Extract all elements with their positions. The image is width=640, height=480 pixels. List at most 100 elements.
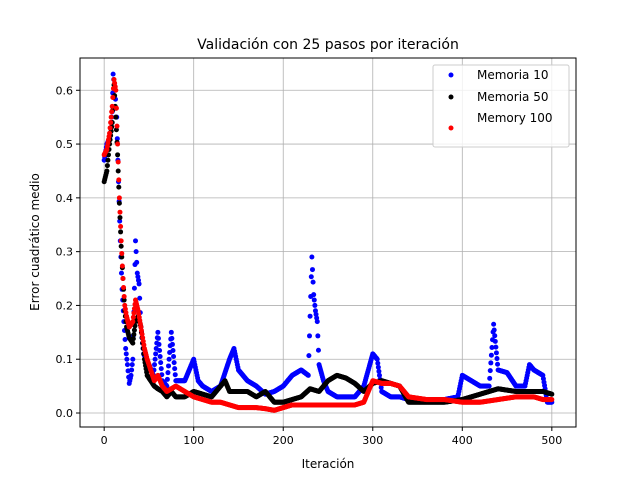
data-point bbox=[492, 333, 498, 339]
data-point bbox=[311, 297, 317, 303]
data-point bbox=[131, 327, 137, 333]
data-point bbox=[128, 372, 134, 378]
data-point bbox=[116, 200, 122, 206]
data-point bbox=[105, 157, 111, 163]
data-point bbox=[156, 341, 162, 347]
data-point bbox=[166, 363, 172, 369]
data-point bbox=[309, 267, 315, 273]
data-point bbox=[164, 376, 170, 382]
data-point bbox=[307, 313, 313, 319]
y-tick-label: 0.0 bbox=[56, 407, 74, 420]
data-point bbox=[129, 362, 135, 368]
data-point bbox=[171, 360, 177, 366]
data-point bbox=[121, 297, 127, 303]
data-point bbox=[108, 114, 114, 120]
legend-label-memoria-50: Memoria 50 bbox=[477, 90, 548, 104]
data-point bbox=[113, 114, 119, 120]
data-point bbox=[312, 302, 318, 308]
data-point bbox=[133, 238, 139, 244]
data-point bbox=[116, 195, 122, 201]
data-point bbox=[494, 356, 500, 362]
x-tick-label: 100 bbox=[183, 434, 204, 447]
data-point bbox=[172, 372, 178, 378]
data-point bbox=[109, 109, 115, 115]
data-point bbox=[104, 163, 110, 169]
data-point bbox=[157, 354, 163, 360]
data-point bbox=[137, 295, 143, 301]
data-point bbox=[122, 337, 128, 342]
x-tick-label: 200 bbox=[273, 434, 294, 447]
data-point bbox=[117, 218, 123, 224]
y-tick-label: 0.5 bbox=[56, 138, 74, 151]
data-point bbox=[107, 130, 113, 136]
data-point bbox=[118, 270, 124, 276]
data-point bbox=[116, 184, 122, 190]
data-point bbox=[155, 335, 161, 341]
data-point bbox=[169, 335, 175, 341]
legend-label-memoria-10: Memoria 10 bbox=[477, 68, 548, 82]
data-point bbox=[172, 366, 178, 372]
data-point bbox=[491, 321, 497, 327]
data-point bbox=[118, 224, 124, 230]
data-point bbox=[121, 285, 127, 290]
data-point bbox=[130, 319, 136, 325]
data-point bbox=[165, 370, 171, 376]
data-point bbox=[306, 353, 312, 359]
data-point bbox=[305, 372, 311, 378]
data-point bbox=[119, 250, 125, 256]
data-point bbox=[121, 293, 127, 299]
data-point bbox=[115, 168, 121, 174]
data-point bbox=[110, 71, 116, 77]
series-2 bbox=[101, 77, 555, 413]
x-axis-label: Iteración bbox=[302, 457, 355, 471]
legend: Memoria 10 Memoria 50 Memory 100 bbox=[432, 64, 570, 148]
data-point bbox=[130, 356, 136, 362]
legend-label-memory-100: Memory 100 bbox=[477, 111, 553, 125]
data-point bbox=[166, 356, 172, 362]
data-point bbox=[486, 383, 492, 389]
data-point bbox=[130, 340, 136, 346]
data-point bbox=[549, 397, 555, 403]
data-point bbox=[158, 360, 164, 366]
data-point bbox=[171, 354, 177, 360]
data-point bbox=[487, 375, 493, 381]
data-point bbox=[119, 263, 125, 269]
data-point bbox=[375, 364, 381, 370]
data-point bbox=[114, 123, 120, 129]
data-point bbox=[153, 351, 159, 357]
data-point bbox=[130, 314, 136, 320]
legend-box bbox=[432, 64, 570, 148]
y-axis: 0.0 0.1 0.2 0.3 0.4 0.5 0.6 bbox=[56, 84, 80, 420]
data-point bbox=[120, 276, 126, 282]
data-point bbox=[309, 254, 315, 260]
data-point bbox=[376, 372, 382, 378]
data-point bbox=[168, 329, 174, 335]
data-point bbox=[307, 333, 312, 339]
data-point bbox=[134, 259, 140, 265]
data-point bbox=[374, 356, 380, 362]
data-point bbox=[115, 159, 121, 165]
data-point bbox=[129, 367, 135, 373]
y-tick-label: 0.4 bbox=[56, 192, 74, 205]
data-point bbox=[152, 356, 158, 362]
y-tick-label: 0.6 bbox=[56, 84, 74, 97]
data-point bbox=[315, 333, 321, 339]
data-point bbox=[108, 120, 114, 126]
data-point bbox=[487, 368, 493, 374]
data-point bbox=[136, 281, 142, 287]
data-points bbox=[101, 71, 555, 413]
data-point bbox=[124, 362, 130, 368]
data-point bbox=[110, 94, 116, 100]
data-point bbox=[492, 338, 498, 344]
data-point bbox=[115, 152, 121, 158]
y-tick-label: 0.1 bbox=[56, 353, 74, 366]
data-point bbox=[311, 292, 317, 298]
data-point bbox=[133, 249, 139, 255]
x-tick-label: 500 bbox=[541, 434, 562, 447]
data-point bbox=[131, 331, 137, 337]
plot-frame bbox=[79, 57, 577, 428]
data-point bbox=[104, 168, 110, 174]
x-tick-label: 300 bbox=[362, 434, 383, 447]
data-point bbox=[315, 347, 321, 353]
